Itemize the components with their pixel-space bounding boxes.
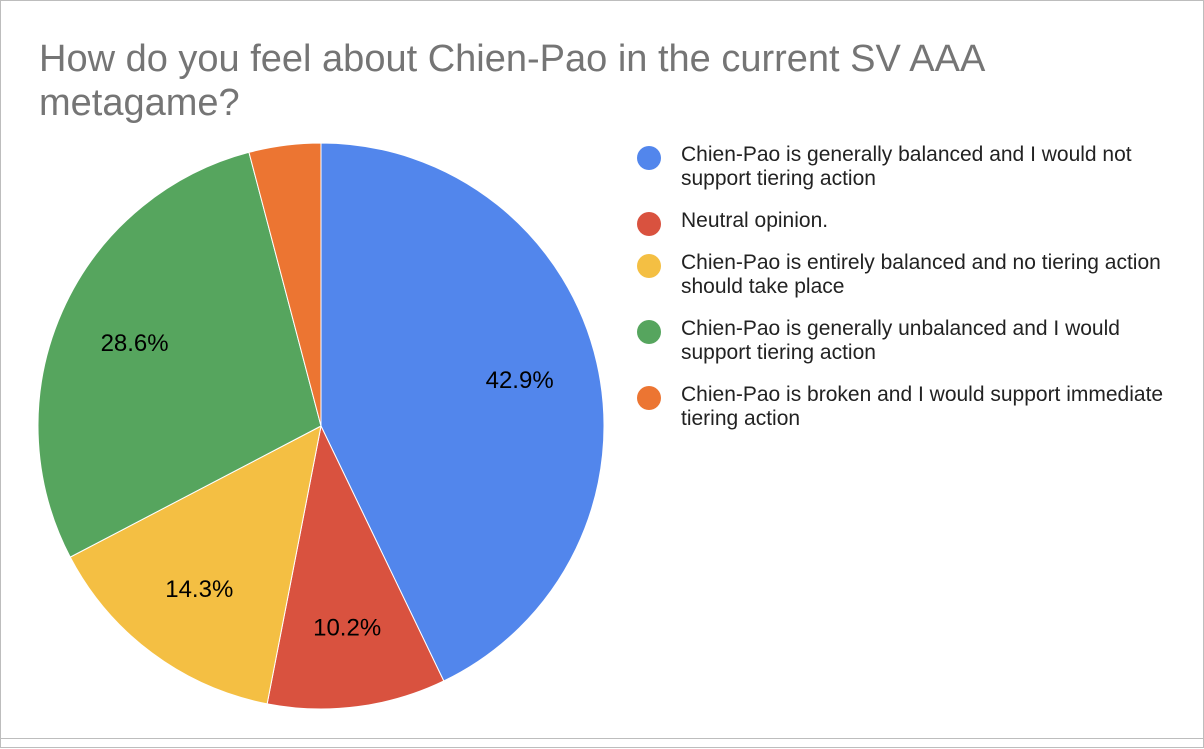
- bottom-divider: [0, 738, 1204, 739]
- slice-label-4: 28.6%: [101, 330, 169, 357]
- legend-item-4: Chien-Pao is generally unbalanced and I …: [637, 317, 1177, 365]
- legend-item-3: Chien-Pao is entirely balanced and no ti…: [637, 251, 1177, 299]
- slice-label-1: 42.9%: [486, 367, 554, 394]
- legend-swatch-1: [637, 146, 661, 170]
- legend-item-2: Neutral opinion.: [637, 209, 1177, 236]
- slice-label-2: 10.2%: [313, 615, 381, 642]
- legend-item-1: Chien-Pao is generally balanced and I wo…: [637, 143, 1177, 191]
- legend-label-5: Chien-Pao is broken and I would support …: [681, 383, 1164, 430]
- pie-slice-4: [37, 151, 322, 558]
- legend-swatch-5: [637, 386, 661, 410]
- chart-title: How do you feel about Chien-Pao in the c…: [39, 38, 984, 124]
- pie-slice-3: [69, 425, 322, 705]
- slice-label-3: 14.3%: [165, 576, 233, 603]
- pie-slice-1: [320, 142, 605, 682]
- legend-swatch-4: [637, 320, 661, 344]
- chart-legend: Chien-Pao is generally balanced and I wo…: [637, 143, 1177, 449]
- legend-label-3: Chien-Pao is entirely balanced and no ti…: [681, 251, 1161, 298]
- legend-swatch-3: [637, 254, 661, 278]
- legend-swatch-2: [637, 212, 661, 236]
- legend-label-2: Neutral opinion.: [681, 209, 829, 232]
- pie-slice-5: [248, 142, 322, 427]
- pie-slice-2: [266, 424, 445, 710]
- legend-label-4: Chien-Pao is generally unbalanced and I …: [681, 317, 1120, 364]
- legend-item-5: Chien-Pao is broken and I would support …: [637, 383, 1177, 431]
- legend-label-1: Chien-Pao is generally balanced and I wo…: [681, 143, 1132, 190]
